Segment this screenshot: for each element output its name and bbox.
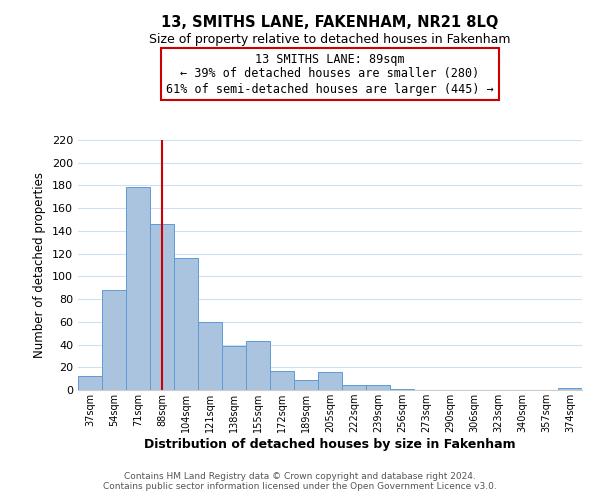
Bar <box>558 388 582 390</box>
Bar <box>366 386 390 390</box>
Text: Contains public sector information licensed under the Open Government Licence v3: Contains public sector information licen… <box>103 482 497 491</box>
Bar <box>270 370 294 390</box>
Bar <box>294 380 318 390</box>
Bar <box>102 290 126 390</box>
Bar <box>318 372 342 390</box>
Bar <box>174 258 198 390</box>
Bar <box>222 346 246 390</box>
Y-axis label: Number of detached properties: Number of detached properties <box>34 172 46 358</box>
Bar <box>126 186 150 390</box>
Text: Size of property relative to detached houses in Fakenham: Size of property relative to detached ho… <box>149 32 511 46</box>
Bar <box>246 341 270 390</box>
Bar <box>342 386 366 390</box>
Bar <box>150 224 174 390</box>
Text: 13 SMITHS LANE: 89sqm
← 39% of detached houses are smaller (280)
61% of semi-det: 13 SMITHS LANE: 89sqm ← 39% of detached … <box>166 52 494 96</box>
Bar <box>78 376 102 390</box>
Text: 13, SMITHS LANE, FAKENHAM, NR21 8LQ: 13, SMITHS LANE, FAKENHAM, NR21 8LQ <box>161 15 499 30</box>
X-axis label: Distribution of detached houses by size in Fakenham: Distribution of detached houses by size … <box>144 438 516 451</box>
Bar <box>390 389 414 390</box>
Text: Contains HM Land Registry data © Crown copyright and database right 2024.: Contains HM Land Registry data © Crown c… <box>124 472 476 481</box>
Bar <box>198 322 222 390</box>
